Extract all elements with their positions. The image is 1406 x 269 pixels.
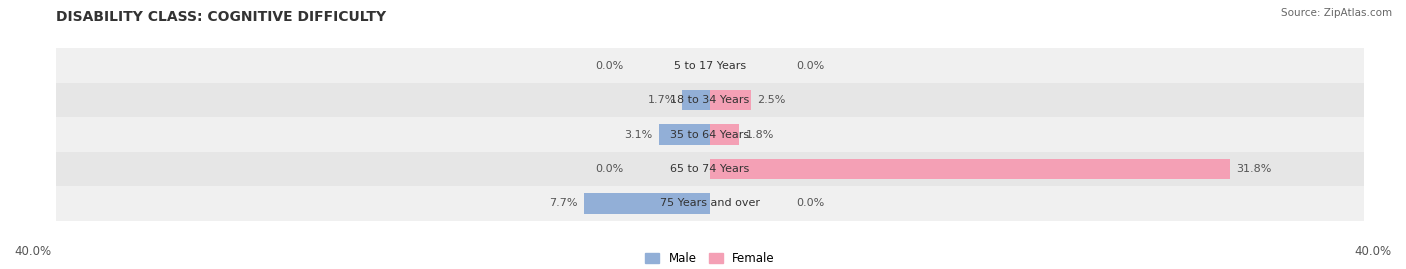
Bar (56, 48, 1364, 83)
Text: 3.1%: 3.1% (624, 129, 652, 140)
Text: 40.0%: 40.0% (1355, 245, 1392, 258)
Bar (682, 90, 710, 110)
Bar (710, 159, 1230, 179)
Bar (56, 186, 1364, 221)
Text: 5 to 17 Years: 5 to 17 Years (673, 61, 747, 71)
Text: 1.8%: 1.8% (747, 129, 775, 140)
Text: 0.0%: 0.0% (595, 164, 623, 174)
Text: 7.7%: 7.7% (550, 198, 578, 208)
Text: DISABILITY CLASS: COGNITIVE DIFFICULTY: DISABILITY CLASS: COGNITIVE DIFFICULTY (56, 10, 387, 24)
Text: 40.0%: 40.0% (14, 245, 51, 258)
Text: 0.0%: 0.0% (797, 61, 825, 71)
Text: Source: ZipAtlas.com: Source: ZipAtlas.com (1281, 8, 1392, 18)
Text: 1.7%: 1.7% (647, 95, 676, 105)
Text: 0.0%: 0.0% (595, 61, 623, 71)
Bar (710, 90, 751, 110)
Bar (583, 193, 710, 214)
Bar (56, 83, 1364, 117)
Text: 75 Years and over: 75 Years and over (659, 198, 761, 208)
Text: 0.0%: 0.0% (797, 198, 825, 208)
Bar (56, 117, 1364, 152)
Bar (710, 124, 740, 145)
Text: 18 to 34 Years: 18 to 34 Years (671, 95, 749, 105)
Bar (659, 124, 710, 145)
Bar (56, 152, 1364, 186)
Text: 2.5%: 2.5% (758, 95, 786, 105)
Legend: Male, Female: Male, Female (641, 247, 779, 269)
Text: 35 to 64 Years: 35 to 64 Years (671, 129, 749, 140)
Text: 65 to 74 Years: 65 to 74 Years (671, 164, 749, 174)
Text: 31.8%: 31.8% (1236, 164, 1271, 174)
